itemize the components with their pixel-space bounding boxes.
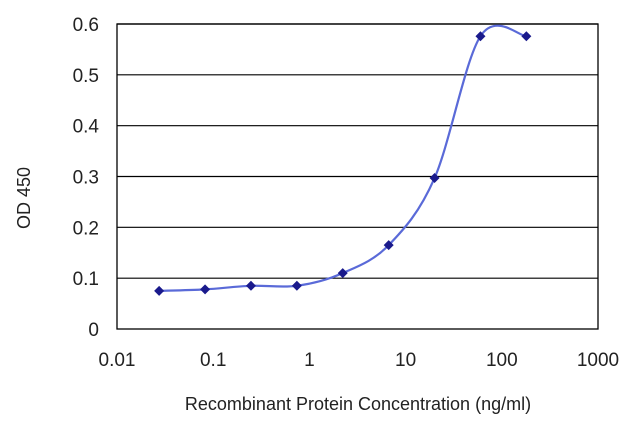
plot-border xyxy=(116,23,599,330)
data-point xyxy=(383,240,394,251)
data-point xyxy=(154,285,165,296)
y-tick-label: 0.1 xyxy=(73,269,99,290)
series-line xyxy=(159,24,527,292)
y-tick-label: 0 xyxy=(88,320,99,341)
series-layer xyxy=(154,24,532,296)
grid-layer xyxy=(117,23,598,279)
axes-layer xyxy=(116,23,599,330)
y-tick-label: 0.4 xyxy=(73,117,100,138)
data-point xyxy=(429,173,440,184)
data-point xyxy=(291,280,302,291)
data-point xyxy=(521,31,532,42)
y-tick-label: 0.3 xyxy=(73,168,99,189)
x-tick-label: 0.01 xyxy=(99,350,136,371)
x-tick-label: 1000 xyxy=(577,350,619,371)
x-tick-label: 0.1 xyxy=(200,350,226,371)
data-point xyxy=(337,268,348,279)
data-point xyxy=(200,284,211,295)
y-tick-label: 0.2 xyxy=(73,218,99,239)
data-point xyxy=(475,31,486,42)
x-tick-label: 100 xyxy=(486,350,518,371)
x-tick-label: 10 xyxy=(395,350,416,371)
y-axis-title: OD 450 xyxy=(14,167,34,229)
y-tick-label: 0.6 xyxy=(73,15,99,36)
y-tick-label: 0.5 xyxy=(73,66,99,87)
x-axis-title: Recombinant Protein Concentration (ng/ml… xyxy=(185,394,531,414)
tick-label-layer: 0 0.1 0.2 0.3 0.4 0.5 0.6 0.01 0.1 1 10 100 1000 xyxy=(73,15,620,371)
x-tick-label: 1 xyxy=(304,350,315,371)
data-point xyxy=(245,280,256,291)
